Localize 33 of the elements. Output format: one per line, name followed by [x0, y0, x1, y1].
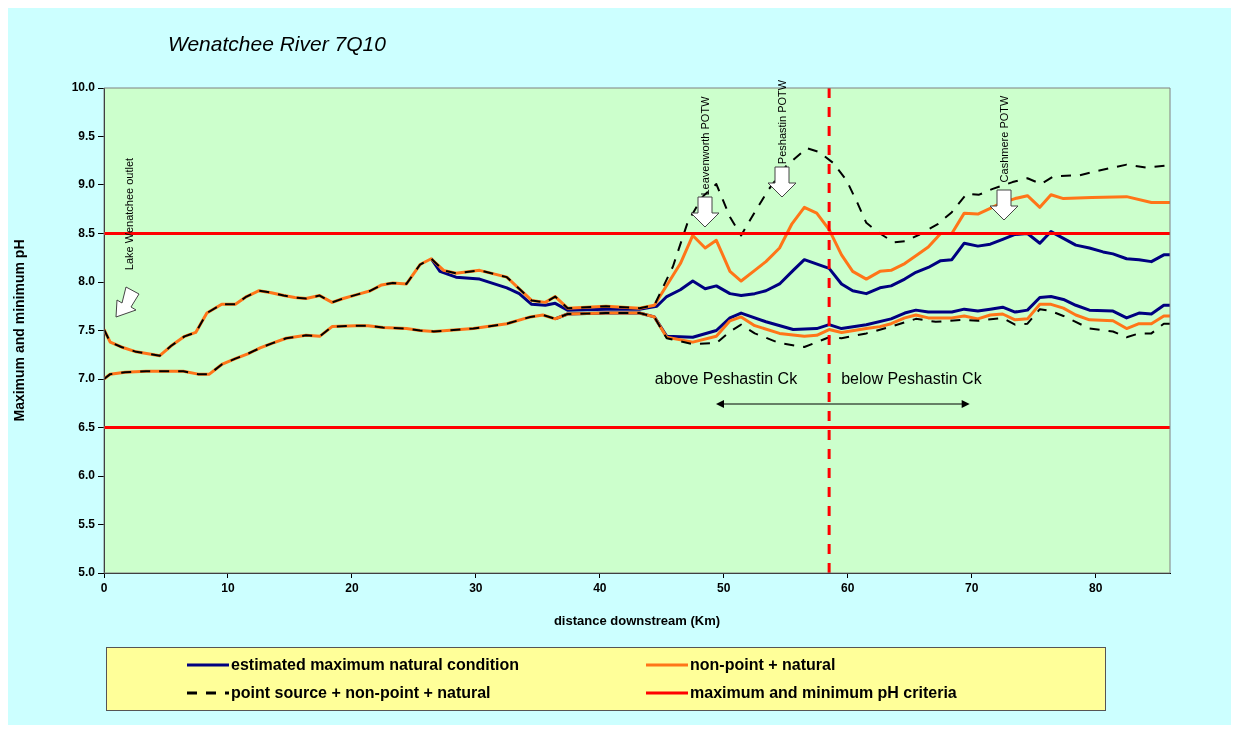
y-tick-label: 9.0 [78, 177, 96, 192]
x-tick-label: 0 [100, 580, 108, 595]
y-tick-label: 7.5 [78, 322, 96, 337]
x-tick-label: 10 [221, 580, 235, 595]
y-tick-label: 8.0 [78, 274, 96, 289]
y-tick-label: 10.0 [71, 80, 96, 95]
x-axis-title: distance downstream (Km) [553, 612, 721, 628]
annotation: Cashmere POTW [997, 95, 1010, 183]
x-tick-label: 80 [1088, 580, 1103, 595]
legend-label: estimated maximum natural condition [231, 656, 520, 674]
x-tick-label: 50 [717, 580, 731, 595]
legend-label: point source + non-point + natural [231, 684, 491, 702]
x-tick-label: 20 [345, 580, 359, 595]
y-tick-label: 9.5 [78, 128, 96, 143]
y-tick-label: 5.5 [78, 516, 96, 531]
x-tick-label: 30 [469, 580, 483, 595]
annotation: above Peshastin Ck [654, 370, 798, 389]
x-tick-label: 40 [593, 580, 607, 595]
x-tick-label: 60 [841, 580, 855, 595]
annotation: below Peshastin Ck [841, 370, 982, 389]
chart-title: Wenatchee River 7Q10 [168, 32, 386, 56]
x-tick-label: 70 [964, 580, 979, 595]
annotation: Leavenworth POTW [699, 96, 712, 196]
y-tick-label: 8.5 [78, 225, 96, 240]
annotation: Lake Wenatchee outlet [122, 157, 135, 271]
y-tick-label: 5.0 [78, 565, 96, 580]
y-tick-label: 7.0 [78, 371, 96, 386]
annotation: Peshastin POTW [775, 79, 788, 165]
legend-label: maximum and minimum pH criteria [690, 684, 957, 702]
y-tick-label: 6.0 [78, 468, 96, 483]
y-tick-label: 6.5 [78, 419, 96, 434]
y-axis-title: Maximum and minimum pH [11, 239, 28, 422]
legend-label: non-point + natural [690, 656, 836, 674]
